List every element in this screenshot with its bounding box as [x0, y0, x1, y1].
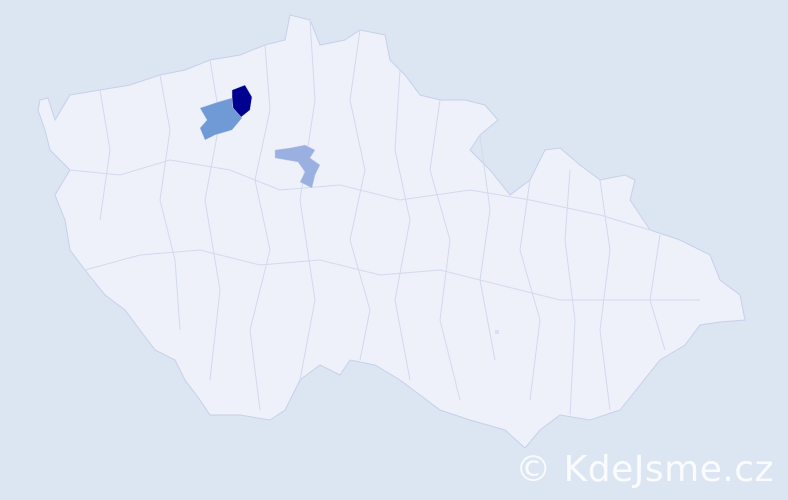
country-outline	[37, 14, 746, 449]
watermark: © KdeJsme.cz	[515, 449, 774, 490]
region-medium[interactable]	[199, 97, 243, 141]
district-borders	[69, 19, 700, 416]
region-low[interactable]	[274, 144, 321, 189]
region-small[interactable]	[495, 330, 499, 334]
